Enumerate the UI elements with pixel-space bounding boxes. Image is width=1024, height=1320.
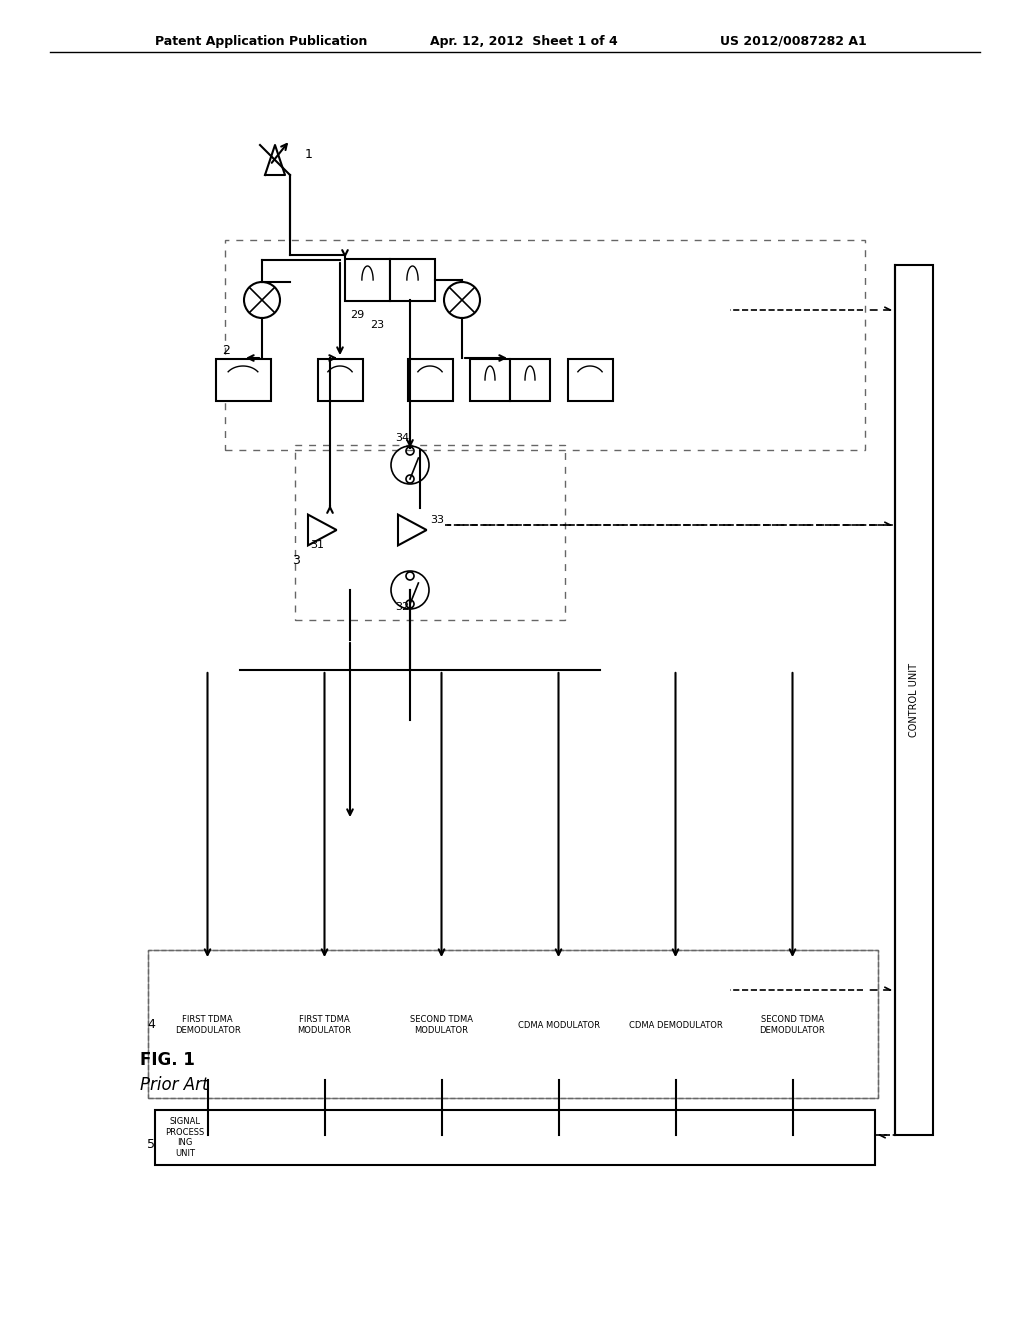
Bar xyxy=(390,259,435,301)
Text: 5: 5 xyxy=(147,1138,155,1151)
Text: SECOND TDMA
MODULATOR: SECOND TDMA MODULATOR xyxy=(410,1015,473,1035)
Text: FIRST TDMA
MODULATOR: FIRST TDMA MODULATOR xyxy=(298,1015,351,1035)
Text: US 2012/0087282 A1: US 2012/0087282 A1 xyxy=(720,36,866,48)
Text: 2: 2 xyxy=(222,343,230,356)
Text: CDMA MODULATOR: CDMA MODULATOR xyxy=(517,1020,599,1030)
Bar xyxy=(567,359,612,401)
Bar xyxy=(160,960,255,1090)
Text: 29: 29 xyxy=(350,310,365,319)
Text: 4: 4 xyxy=(147,1019,155,1031)
Text: 31: 31 xyxy=(310,540,324,550)
Text: Prior Art: Prior Art xyxy=(140,1076,209,1094)
Bar xyxy=(628,960,723,1090)
Text: SIGNAL
PROCESS
ING
UNIT: SIGNAL PROCESS ING UNIT xyxy=(165,1118,205,1158)
Polygon shape xyxy=(265,145,285,176)
Bar xyxy=(295,445,565,620)
Text: 23: 23 xyxy=(370,319,384,330)
Bar xyxy=(745,960,840,1090)
Bar xyxy=(215,359,270,401)
Bar xyxy=(148,950,878,1098)
Text: CONTROL UNIT: CONTROL UNIT xyxy=(909,663,919,737)
Text: 3: 3 xyxy=(292,553,300,566)
Text: Patent Application Publication: Patent Application Publication xyxy=(155,36,368,48)
Text: 33: 33 xyxy=(430,515,444,525)
Bar xyxy=(278,960,372,1090)
Bar xyxy=(510,359,550,401)
Bar xyxy=(511,960,606,1090)
Bar xyxy=(155,1110,874,1166)
Text: 1: 1 xyxy=(305,149,313,161)
Text: CDMA DEMODULATOR: CDMA DEMODULATOR xyxy=(629,1020,722,1030)
Bar xyxy=(895,265,933,1135)
Bar xyxy=(225,240,865,450)
Bar xyxy=(148,950,878,1098)
Text: Apr. 12, 2012  Sheet 1 of 4: Apr. 12, 2012 Sheet 1 of 4 xyxy=(430,36,617,48)
Bar xyxy=(317,359,362,401)
Text: FIRST TDMA
DEMODULATOR: FIRST TDMA DEMODULATOR xyxy=(175,1015,241,1035)
Bar xyxy=(345,259,390,301)
Text: SECOND TDMA
DEMODULATOR: SECOND TDMA DEMODULATOR xyxy=(760,1015,825,1035)
Bar xyxy=(394,960,489,1090)
Bar xyxy=(470,359,510,401)
Text: 34: 34 xyxy=(395,433,410,444)
Bar xyxy=(408,359,453,401)
Text: 32: 32 xyxy=(395,602,410,612)
Text: FIG. 1: FIG. 1 xyxy=(140,1051,195,1069)
